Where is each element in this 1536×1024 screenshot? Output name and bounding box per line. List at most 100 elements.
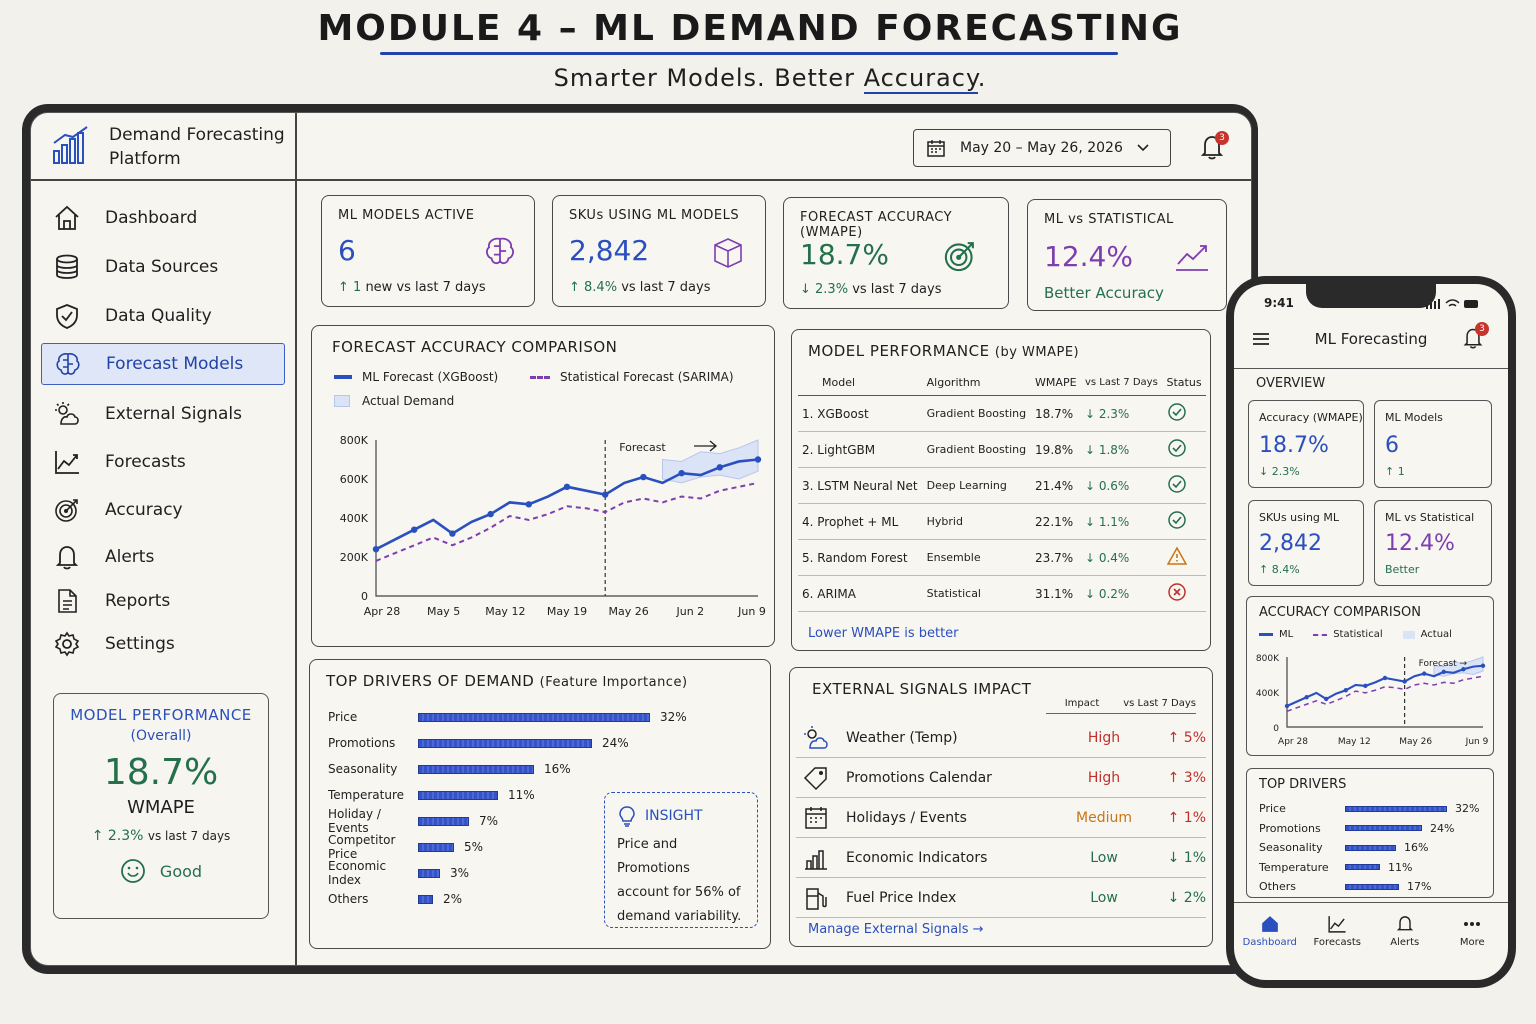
sidebar-item-forecast-models[interactable]: Forecast Models bbox=[41, 343, 285, 385]
signal-row[interactable]: Weather (Temp) High ↑ 5% bbox=[796, 718, 1206, 758]
check-circle-icon bbox=[1167, 403, 1186, 421]
trend-icon bbox=[1328, 916, 1346, 933]
driver-row: Others 2% bbox=[328, 886, 688, 912]
overview-title: OVERVIEW bbox=[1256, 376, 1326, 391]
legend-stat-swatch bbox=[530, 375, 550, 379]
actual-demand-band bbox=[662, 439, 759, 484]
sidebar-item-alerts[interactable]: Alerts bbox=[41, 536, 285, 578]
sidebar-item-external-signals[interactable]: External Signals bbox=[41, 393, 285, 435]
tab-forecasts[interactable]: Forecasts bbox=[1304, 914, 1372, 948]
ml-forecast-point bbox=[449, 530, 456, 537]
col-delta: vs Last 7 Days bbox=[1123, 698, 1196, 709]
legend-actual-label: Actual bbox=[1420, 629, 1452, 640]
tab-alerts[interactable]: Alerts bbox=[1371, 914, 1439, 948]
y-tick-label: 600K bbox=[340, 473, 369, 486]
col-delta: vs Last 7 Days bbox=[1080, 376, 1163, 396]
model-cell: 4. Prophet + ML bbox=[798, 503, 923, 540]
driver-value: 16% bbox=[544, 762, 571, 776]
kpi-footnote: ↑ 8.4% vs last 7 days bbox=[569, 280, 710, 295]
sidebar-item-accuracy[interactable]: Accuracy bbox=[41, 489, 285, 531]
phone-notifications-button[interactable]: 3 bbox=[1462, 322, 1489, 352]
sidebar-item-data-quality[interactable]: Data Quality bbox=[41, 295, 285, 337]
kpi-footnote: ↑ 1 new vs last 7 days bbox=[338, 280, 486, 295]
tab-label: Forecasts bbox=[1313, 937, 1362, 948]
ml-forecast-point bbox=[1324, 696, 1329, 702]
kpi-delta: ↓ 2.3% bbox=[800, 282, 849, 297]
model-perf-note: Lower WMAPE is better bbox=[808, 626, 959, 641]
table-row[interactable]: 3. LSTM Neural Net Deep Learning 21.4% ↓ 0.… bbox=[798, 467, 1206, 504]
check-circle-icon bbox=[1167, 475, 1186, 493]
signal-label: Fuel Price Index bbox=[846, 889, 957, 906]
status-cell bbox=[1162, 467, 1206, 504]
sidebar-item-dashboard[interactable]: Dashboard bbox=[41, 197, 285, 239]
driver-value: 32% bbox=[660, 710, 687, 724]
signal-row[interactable]: Holidays / Events Medium ↑ 1% bbox=[796, 798, 1206, 838]
signal-delta: ↓ 1% bbox=[1167, 849, 1206, 866]
table-row[interactable]: 6. ARIMA Statistical 31.1% ↓ 0.2% bbox=[798, 575, 1206, 612]
ml-forecast-point bbox=[1343, 688, 1348, 693]
weather-icon bbox=[804, 725, 828, 749]
signal-row[interactable]: Promotions Calendar High ↑ 3% bbox=[796, 758, 1206, 798]
statistical-forecast-line bbox=[1286, 675, 1484, 712]
bell-icon bbox=[1396, 916, 1413, 931]
driver-bar bbox=[418, 738, 592, 748]
tab-label: Alerts bbox=[1390, 937, 1420, 948]
sidebar-item-data-sources[interactable]: Data Sources bbox=[41, 246, 285, 288]
driver-label: Seasonality bbox=[1259, 841, 1323, 855]
sidebar-item-settings[interactable]: Settings bbox=[41, 623, 285, 665]
phone-card-value: 2,842 bbox=[1259, 531, 1322, 556]
legend-stat-label: Statistical Forecast (SARIMA) bbox=[560, 370, 734, 384]
table-row[interactable]: 4. Prophet + ML Hybrid 22.1% ↓ 1.1% bbox=[798, 503, 1206, 540]
model-perf-title-suffix: (by WMAPE) bbox=[994, 345, 1080, 360]
notifications-button[interactable]: 3 bbox=[1199, 131, 1229, 163]
page-title: MODULE 4 – ML DEMAND FORECASTING bbox=[317, 8, 1183, 49]
table-row[interactable]: 5. Random Forest Ensemble 23.7% ↓ 0.4% bbox=[798, 539, 1206, 576]
legend-ml: ML Forecast (XGBoost) bbox=[334, 370, 498, 384]
forecast-comparison-card: FORECAST ACCURACY COMPARISON ML Forecast… bbox=[311, 325, 775, 647]
brand: Demand Forecasting Platform bbox=[31, 113, 297, 181]
driver-bar bbox=[418, 894, 433, 904]
delta-cell: ↓ 1.8% bbox=[1080, 431, 1163, 468]
ml-forecast-point bbox=[754, 456, 762, 463]
tab-more[interactable]: More bbox=[1439, 914, 1507, 948]
status-time: 9:41 bbox=[1264, 296, 1294, 310]
phone-card-value: 12.4% bbox=[1385, 531, 1455, 556]
date-range-picker[interactable]: May 20 – May 26, 2026 bbox=[913, 129, 1171, 167]
wmape-cell: 19.8% bbox=[1031, 431, 1081, 468]
report-icon bbox=[58, 589, 77, 613]
trend-up-icon bbox=[1176, 245, 1208, 271]
home-icon bbox=[55, 205, 79, 230]
bell-icon bbox=[1200, 136, 1224, 160]
legend-actual-swatch bbox=[334, 395, 350, 407]
driver-value: 7% bbox=[479, 814, 499, 828]
menu-icon[interactable] bbox=[1252, 332, 1270, 346]
wmape-cell: 21.4% bbox=[1031, 467, 1081, 504]
sidebar-item-reports[interactable]: Reports bbox=[41, 580, 285, 622]
table-row[interactable]: 1. XGBoost Gradient Boosting 18.7% ↓ 2.3% bbox=[798, 395, 1206, 432]
signal-row[interactable]: Fuel Price Index Low ↓ 2% bbox=[796, 878, 1206, 918]
signal-row[interactable]: Economic Indicators Low ↓ 1% bbox=[796, 838, 1206, 878]
driver-bar bbox=[1345, 825, 1422, 832]
tab-dashboard[interactable]: Dashboard bbox=[1236, 914, 1304, 948]
phone-screen: 9:41 ML Forecasting 3 OVERVIEW Accuracy … bbox=[1234, 284, 1508, 980]
drivers-card: TOP DRIVERS OF DEMAND (Feature Importanc… bbox=[309, 659, 771, 949]
col-wmape: WMAPE bbox=[1031, 376, 1081, 396]
weather-icon bbox=[55, 402, 79, 425]
signal-delta: ↓ 2% bbox=[1167, 889, 1206, 906]
table-row[interactable]: 2. LightGBM Gradient Boosting 19.8% ↓ 1.8% bbox=[798, 431, 1206, 468]
page-subtitle: Smarter Models. Better Accuracy. bbox=[0, 64, 1536, 94]
y-tick-label: 0 bbox=[361, 590, 368, 603]
external-signals-card: EXTERNAL SIGNALS IMPACT Impact vs Last 7… bbox=[789, 667, 1213, 947]
signals-header: Impact vs Last 7 Days bbox=[1046, 698, 1196, 714]
x-tick-label: Jun 2 bbox=[675, 605, 704, 618]
sidebar-item-label: Data Sources bbox=[105, 257, 219, 277]
manage-signals-link[interactable]: Manage External Signals → bbox=[808, 922, 984, 937]
kpi-label: ML vs STATISTICAL bbox=[1044, 212, 1174, 227]
driver-label: Promotions bbox=[328, 736, 396, 750]
subtitle-emphasis: Accuracy bbox=[863, 64, 978, 94]
kpi-ml-models: ML MODELS ACTIVE 6 ↑ 1 new vs last 7 day… bbox=[321, 195, 535, 307]
bell-icon bbox=[1463, 328, 1483, 349]
driver-value: 24% bbox=[602, 736, 629, 750]
sidebar-item-forecasts[interactable]: Forecasts bbox=[41, 441, 285, 483]
driver-row: Temperature 11% bbox=[328, 782, 688, 808]
